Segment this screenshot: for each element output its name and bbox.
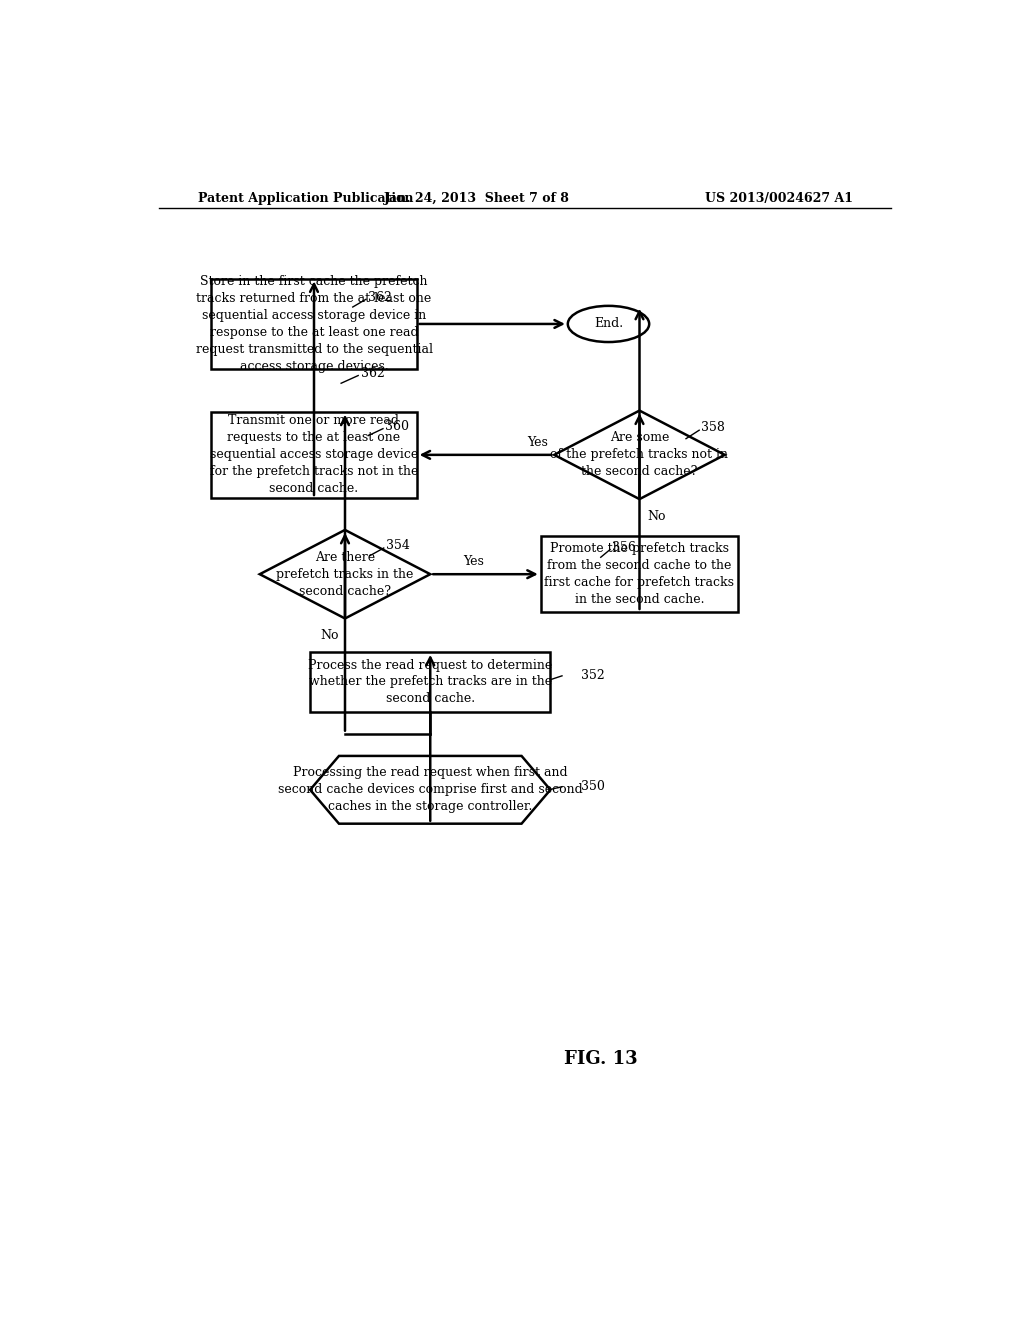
Text: No: No xyxy=(321,630,339,643)
Text: Yes: Yes xyxy=(464,554,484,568)
Text: Process the read request to determine
whether the prefetch tracks are in the
sec: Process the read request to determine wh… xyxy=(308,659,552,705)
Text: Promote the prefetch tracks
from the second cache to the
first cache for prefetc: Promote the prefetch tracks from the sec… xyxy=(545,543,734,606)
Text: Store in the first cache the prefetch
tracks returned from the at least one
sequ: Store in the first cache the prefetch tr… xyxy=(196,275,432,374)
Text: 358: 358 xyxy=(701,421,725,434)
Text: 356: 356 xyxy=(612,541,636,554)
Bar xyxy=(541,536,738,612)
Text: 352: 352 xyxy=(581,669,604,682)
Text: FIG. 13: FIG. 13 xyxy=(564,1051,638,1068)
Text: 350: 350 xyxy=(581,780,604,793)
Text: 362: 362 xyxy=(360,367,384,380)
Text: Are some
of the prefetch tracks not in
the second cache?: Are some of the prefetch tracks not in t… xyxy=(551,432,728,478)
Text: End.: End. xyxy=(594,317,623,330)
Text: 354: 354 xyxy=(386,539,410,552)
Text: Processing the read request when first and
second cache devices comprise first a: Processing the read request when first a… xyxy=(278,767,583,813)
Bar xyxy=(211,412,417,498)
Text: No: No xyxy=(647,510,666,523)
Bar xyxy=(310,652,550,711)
Text: 362: 362 xyxy=(369,290,392,304)
Text: US 2013/0024627 A1: US 2013/0024627 A1 xyxy=(705,191,853,205)
Text: Jan. 24, 2013  Sheet 7 of 8: Jan. 24, 2013 Sheet 7 of 8 xyxy=(384,191,569,205)
Text: 360: 360 xyxy=(385,420,410,433)
Text: Patent Application Publication: Patent Application Publication xyxy=(198,191,414,205)
Bar xyxy=(211,279,417,370)
Text: Yes: Yes xyxy=(527,436,548,449)
Text: Are there
prefetch tracks in the
second cache?: Are there prefetch tracks in the second … xyxy=(276,550,414,598)
Text: Transmit one or more read
requests to the at least one
sequential access storage: Transmit one or more read requests to th… xyxy=(210,414,418,495)
